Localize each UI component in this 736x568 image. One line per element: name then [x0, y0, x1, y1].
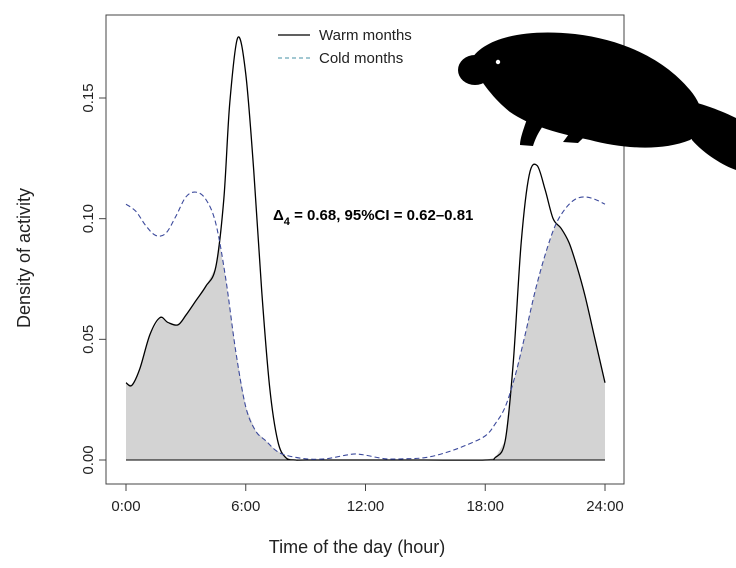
- x-tick-label: 6:00: [231, 498, 260, 515]
- overlap-annotation: Δ4 = 0.68, 95%CI = 0.62–0.81: [273, 207, 473, 228]
- y-tick-label: 0.15: [80, 83, 97, 112]
- x-axis: 0:00 6:00 12:00 18:00 24:00: [111, 484, 624, 515]
- y-tick-label: 0.00: [80, 445, 97, 474]
- legend-label-cold: Cold months: [319, 50, 403, 67]
- delta-subscript: 4: [284, 216, 291, 228]
- y-axis: 0.00 0.05 0.10 0.15: [80, 83, 106, 475]
- series-line-cold: [125, 191, 606, 460]
- y-axis-title: Density of activity: [14, 188, 34, 328]
- legend: Warm months Cold months: [278, 27, 412, 67]
- beaver-silhouette-icon: [458, 32, 736, 170]
- delta-symbol: Δ: [273, 207, 284, 224]
- x-axis-title: Time of the day (hour): [269, 537, 445, 557]
- overlap-area-layer: [126, 223, 605, 461]
- series-layer: [125, 36, 606, 461]
- overlap-area: [126, 223, 605, 460]
- y-tick-label: 0.05: [80, 325, 97, 354]
- x-tick-label: 24:00: [586, 498, 624, 515]
- x-tick-label: 0:00: [111, 498, 140, 515]
- x-tick-label: 12:00: [347, 498, 385, 515]
- y-tick-label: 0.10: [80, 204, 97, 233]
- series-line-warm: [125, 36, 606, 461]
- legend-label-warm: Warm months: [319, 27, 412, 44]
- x-tick-label: 18:00: [466, 498, 504, 515]
- overlap-annotation-text: = 0.68, 95%CI = 0.62–0.81: [290, 207, 473, 224]
